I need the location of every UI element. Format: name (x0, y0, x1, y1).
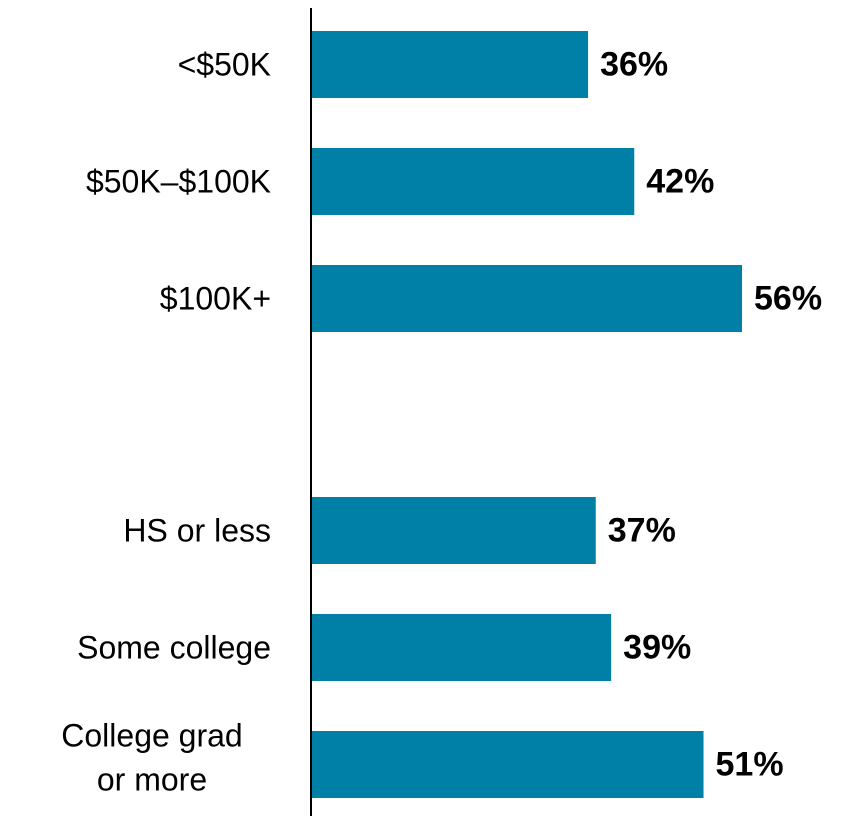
category-label-3-line-0: HS or less (123, 513, 271, 549)
category-label-2-line-0: $100K+ (160, 281, 271, 317)
category-label-2: $100K+ (160, 281, 271, 317)
value-label-5: 51% (716, 746, 784, 784)
category-label-5-line-0: College grad (61, 718, 242, 754)
bar-0 (311, 31, 589, 98)
bars (311, 31, 742, 798)
value-label-4: 39% (623, 629, 691, 667)
value-label-2: 56% (754, 280, 822, 318)
value-labels: 36% 42% 56% 37% 39% 51% (600, 46, 822, 784)
bar-5 (311, 731, 704, 798)
bar-4 (311, 614, 612, 681)
category-label-0: <$50K (178, 47, 271, 83)
category-label-4-line-0: Some college (77, 630, 271, 666)
category-labels: <$50K $50K–$100K $100K+ HS or less Some coll… (61, 47, 271, 798)
category-label-5: College grad or more (61, 718, 242, 798)
bar-3 (311, 497, 596, 564)
value-label-0: 36% (600, 46, 668, 84)
category-label-4: Some college (77, 630, 271, 666)
category-label-3: HS or less (123, 513, 271, 549)
value-label-3: 37% (608, 512, 676, 550)
category-label-1: $50K–$100K (86, 164, 271, 200)
category-label-5-line-1: or more (97, 762, 207, 798)
value-label-1: 42% (646, 163, 714, 201)
bar-2 (311, 265, 742, 332)
category-label-0-line-0: <$50K (178, 47, 271, 83)
category-label-1-line-0: $50K–$100K (86, 164, 271, 200)
bar-1 (311, 148, 635, 215)
